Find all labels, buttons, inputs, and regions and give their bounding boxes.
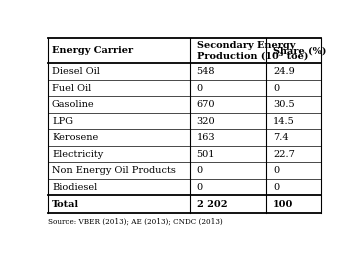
Text: Total: Total [52,199,79,208]
Text: Electricity: Electricity [52,150,103,159]
Text: Gasoline: Gasoline [52,100,95,109]
Text: Diesel Oil: Diesel Oil [52,67,100,76]
Text: 0: 0 [273,84,279,93]
Text: Share (%): Share (%) [273,46,326,55]
Text: 100: 100 [273,199,294,208]
Text: 14.5: 14.5 [273,117,295,126]
Text: Biodiesel: Biodiesel [52,183,97,192]
Text: 0: 0 [197,84,203,93]
Text: 2 202: 2 202 [197,199,227,208]
Text: 30.5: 30.5 [273,100,295,109]
Text: 548: 548 [197,67,215,76]
Text: 24.9: 24.9 [273,67,295,76]
Text: 501: 501 [197,150,215,159]
Text: 22.7: 22.7 [273,150,295,159]
Text: 0: 0 [273,183,279,192]
Text: 7.4: 7.4 [273,133,289,142]
Text: 670: 670 [197,100,215,109]
Text: 320: 320 [197,117,215,126]
Text: 0: 0 [197,183,203,192]
Text: 163: 163 [197,133,215,142]
Text: 0: 0 [197,166,203,175]
Text: Kerosene: Kerosene [52,133,98,142]
Text: Source: VBER (2013); AE (2013); CNDC (2013): Source: VBER (2013); AE (2013); CNDC (20… [48,218,222,226]
Text: LPG: LPG [52,117,73,126]
Text: Non Energy Oil Products: Non Energy Oil Products [52,166,176,175]
Text: Secondary Energy
Production (10³ toe): Secondary Energy Production (10³ toe) [197,41,308,60]
Text: Energy Carrier: Energy Carrier [52,46,133,55]
Text: Fuel Oil: Fuel Oil [52,84,91,93]
Text: 0: 0 [273,166,279,175]
